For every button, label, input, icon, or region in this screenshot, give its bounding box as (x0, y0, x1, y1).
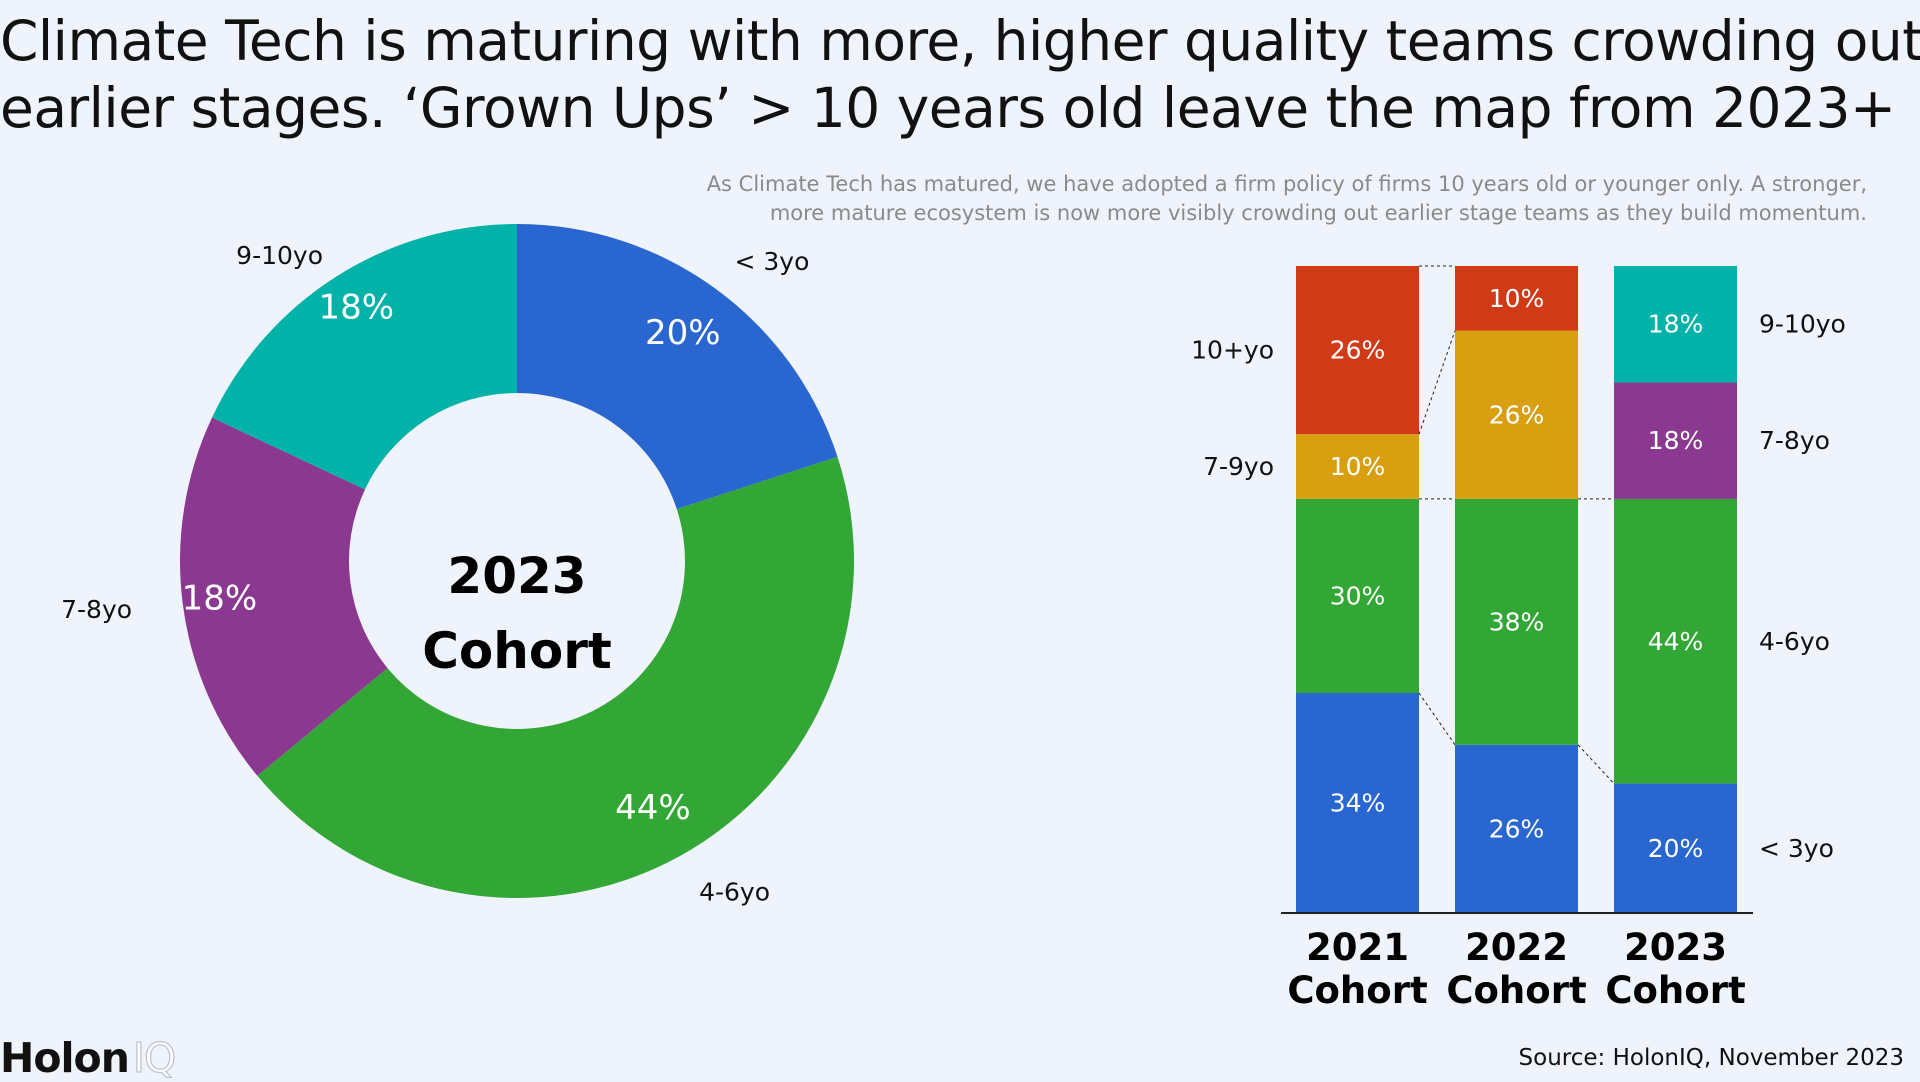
bar-series-label-7-8yo: 7-8yo (1759, 426, 1830, 455)
bar-value-label: 18% (1648, 310, 1704, 339)
bar-segment-4-6yo (1455, 498, 1578, 745)
x-tick-label: Cohort (1287, 969, 1427, 1012)
logo-text: Holon (0, 1034, 130, 1082)
bar-segment-7-9yo (1296, 434, 1419, 499)
donut-value-label: 18% (318, 288, 394, 328)
x-tick-label: 2023 (1624, 926, 1727, 969)
donut-category-label: 7-8yo (61, 595, 132, 624)
bar-value-label: 26% (1489, 400, 1545, 429)
donut-center-label: 2023 (447, 547, 586, 605)
x-tick-label: 2022 (1465, 926, 1568, 969)
bar-value-label: 10% (1330, 452, 1386, 481)
bar-value-label: 18% (1648, 426, 1704, 455)
bar-segment-7-9yo (1455, 330, 1578, 499)
bar-value-label: 20% (1648, 834, 1704, 863)
bar-segment-3yo (1614, 783, 1737, 913)
bar-series-label-3yo: < 3yo (1759, 834, 1834, 863)
logo-suffix: IQ (132, 1033, 177, 1082)
bar-segment-10-yo (1455, 266, 1578, 331)
donut-value-label: 44% (615, 788, 691, 828)
donut-category-label: < 3yo (734, 247, 809, 276)
bar-segment-7-8yo (1614, 382, 1737, 499)
bar-series-label-7-9yo: 7-9yo (1203, 452, 1274, 481)
bar-segment-4-6yo (1296, 498, 1419, 694)
bar-connector-line (1418, 330, 1456, 435)
bar-value-label: 26% (1489, 814, 1545, 843)
source-note: Source: HolonIQ, November 2023 (1518, 1045, 1904, 1071)
title-line-2: earlier stages. ‘Grown Ups’ > 10 years o… (0, 76, 1896, 140)
title-line-1: Climate Tech is maturing with more, high… (0, 9, 1920, 73)
donut-slice-9-10yo (212, 224, 517, 490)
chart-subtitle: As Climate Tech has matured, we have ado… (567, 170, 1867, 228)
donut-value-label: 18% (182, 579, 258, 619)
bar-segment-3yo (1455, 744, 1578, 913)
donut-slice-4-6yo (257, 456, 854, 898)
bar-segment-10-yo (1296, 266, 1419, 435)
bar-series-label-9-10yo: 9-10yo (1759, 310, 1846, 339)
donut-category-label: 4-6yo (699, 878, 770, 907)
x-tick-label: Cohort (1446, 969, 1586, 1012)
x-tick-label: Cohort (1605, 969, 1745, 1012)
donut-center-label: Cohort (422, 622, 612, 680)
donut-category-label: 9-10yo (236, 241, 323, 270)
bar-value-label: 34% (1330, 789, 1386, 818)
bar-value-label: 26% (1330, 336, 1386, 365)
holoniq-logo: HolonIQ (0, 1033, 177, 1082)
donut-chart: 20% < 3yo 44% 4-6yo 18% 7-8yo 18% 9-10yo 2023 Coh… (61, 224, 854, 907)
bar-value-label: 44% (1648, 627, 1704, 656)
donut-slice-3yo (517, 224, 838, 510)
bar-segment-4-6yo (1614, 498, 1737, 784)
stacked-bar-chart: 34% 30% 10% 26% 26% 38% 26% 10% 20% 44% 18% 18% 2021… (1191, 265, 1846, 1012)
bar-series-label-10-yo: 10+yo (1191, 336, 1274, 365)
subtitle-line-2: more mature ecosystem is now more visibl… (769, 201, 1867, 225)
bar-connector-line (1418, 692, 1456, 746)
bar-value-label: 30% (1330, 581, 1386, 610)
subtitle-line-1: As Climate Tech has matured, we have ado… (706, 172, 1867, 196)
bar-value-label: 10% (1489, 284, 1545, 313)
bar-segment-3yo (1296, 693, 1419, 913)
bar-series-label-4-6yo: 4-6yo (1759, 627, 1830, 656)
bar-segment-9-10yo (1614, 266, 1737, 383)
x-tick-label: 2021 (1306, 926, 1409, 969)
bar-connector-line (1577, 744, 1615, 784)
chart-title: Climate Tech is maturing with more, high… (0, 8, 1920, 142)
bar-value-label: 38% (1489, 607, 1545, 636)
donut-value-label: 20% (645, 313, 721, 353)
donut-slice-7-8yo (179, 417, 388, 776)
